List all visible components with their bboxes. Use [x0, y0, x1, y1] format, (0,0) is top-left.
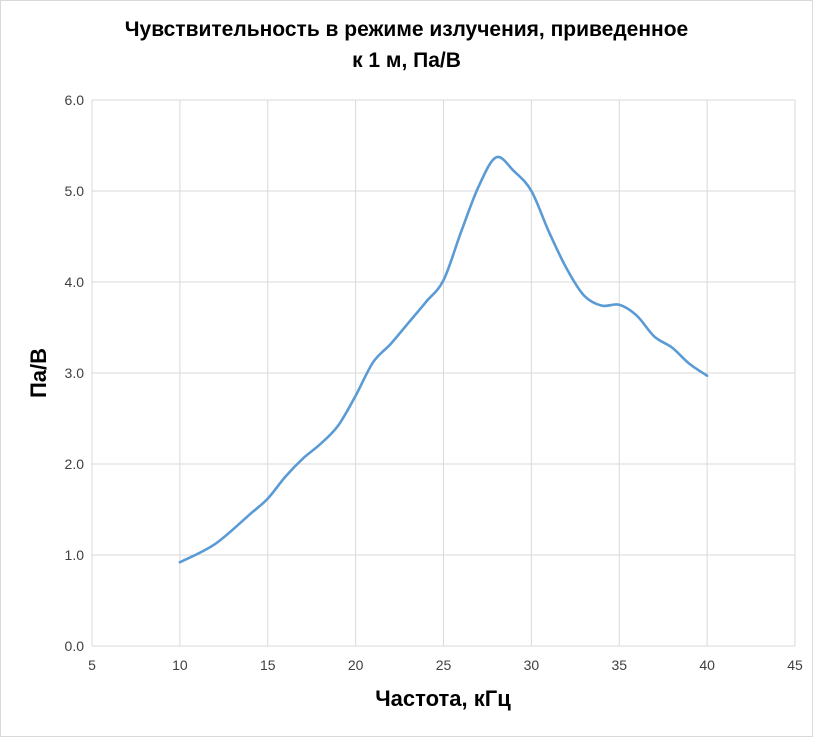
y-tick-label: 6.0 — [65, 92, 85, 108]
chart-title-line-2: к 1 м, Па/В — [352, 49, 461, 72]
x-tick-label: 25 — [436, 657, 452, 673]
x-tick-label: 10 — [172, 657, 188, 673]
x-tick-label: 30 — [524, 657, 540, 673]
y-tick-label: 0.0 — [65, 638, 85, 654]
x-tick-label: 40 — [699, 657, 715, 673]
y-tick-label: 3.0 — [65, 365, 85, 381]
y-axis-title: Па/В — [26, 348, 51, 398]
x-tick-label: 35 — [611, 657, 627, 673]
y-tick-label: 4.0 — [65, 274, 85, 290]
x-tick-label: 45 — [787, 657, 803, 673]
x-axis-title: Частота, кГц — [375, 686, 511, 711]
y-tick-label: 5.0 — [65, 183, 85, 199]
gridlines — [91, 99, 796, 647]
y-tick-label: 2.0 — [65, 456, 85, 472]
chart-title: Чувствительность в режиме излучения, при… — [0, 14, 813, 76]
chart-title-line-1: Чувствительность в режиме излучения, при… — [124, 18, 689, 41]
x-tick-label: 20 — [348, 657, 364, 673]
tick-labels: 5 10 15 20 25 30 35 40 45 0.0 1.0 2.0 3.0 4.0 5.0 6.0 — [65, 92, 803, 673]
series-layer — [178, 155, 709, 564]
y-tick-label: 1.0 — [65, 547, 85, 563]
x-tick-label: 5 — [88, 657, 96, 673]
series-line — [178, 155, 709, 564]
x-tick-label: 15 — [260, 657, 276, 673]
